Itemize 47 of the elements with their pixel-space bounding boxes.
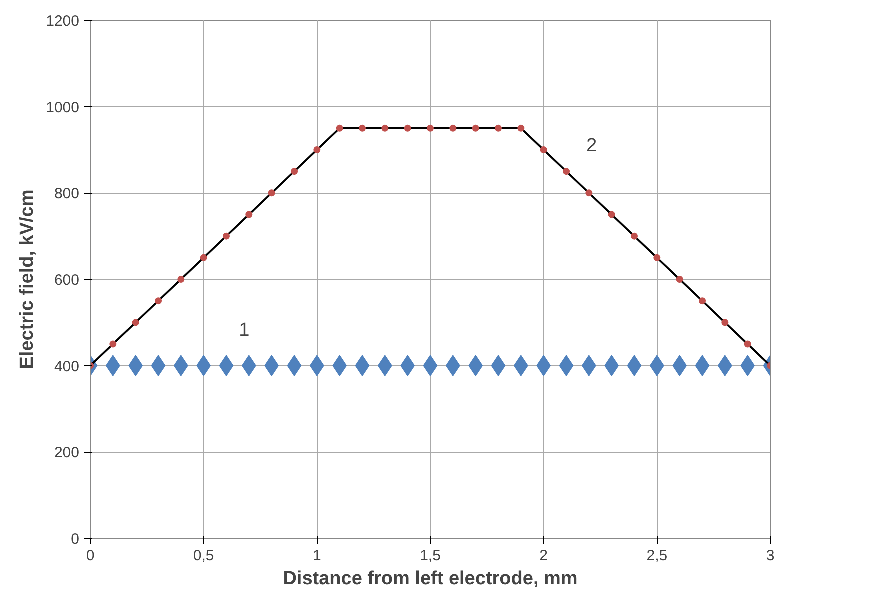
point bbox=[291, 168, 298, 176]
point bbox=[382, 124, 389, 132]
point bbox=[676, 276, 684, 283]
y-tick-label: 1000 bbox=[46, 99, 80, 116]
y-tick-label: 0 bbox=[71, 531, 80, 548]
y-tick-label: 200 bbox=[54, 444, 80, 462]
point bbox=[586, 190, 593, 197]
point bbox=[404, 124, 412, 132]
x-tick-label: 3 bbox=[766, 548, 775, 564]
x-tick-label: 2 bbox=[540, 548, 548, 564]
x-tick-label: 2,5 bbox=[646, 548, 668, 564]
y-tick-label: 800 bbox=[54, 186, 80, 203]
point bbox=[631, 232, 638, 240]
x-axis-title: Distance from left electrode, mm bbox=[283, 568, 578, 590]
point bbox=[472, 124, 480, 132]
y-axis-title: Electric field, kV/cm bbox=[17, 190, 38, 370]
point bbox=[722, 319, 729, 326]
point bbox=[155, 298, 162, 305]
point bbox=[336, 124, 344, 132]
point bbox=[314, 146, 321, 154]
x-tick-label: 1 bbox=[312, 548, 322, 564]
point bbox=[654, 254, 661, 262]
series-label: 1 bbox=[239, 320, 250, 341]
point bbox=[540, 146, 548, 154]
point bbox=[699, 298, 706, 305]
point bbox=[132, 319, 140, 326]
y-tick-label: 400 bbox=[54, 358, 80, 376]
x-tick-label: 0 bbox=[86, 548, 95, 564]
point bbox=[110, 340, 117, 348]
x-tick-label: 1,5 bbox=[420, 548, 441, 564]
point bbox=[495, 124, 502, 132]
point bbox=[223, 232, 230, 240]
x-tick-label: 0,5 bbox=[193, 548, 214, 564]
point bbox=[518, 124, 525, 132]
point bbox=[178, 276, 185, 283]
point bbox=[608, 211, 616, 218]
y-tick-label: 600 bbox=[54, 272, 80, 289]
point bbox=[450, 124, 457, 132]
point bbox=[744, 340, 752, 348]
point bbox=[268, 190, 276, 197]
point bbox=[563, 168, 570, 176]
y-tick-label: 1200 bbox=[46, 13, 80, 30]
point bbox=[427, 124, 434, 132]
point bbox=[200, 254, 208, 262]
point bbox=[359, 124, 366, 132]
point bbox=[246, 211, 253, 218]
series-label: 2 bbox=[586, 136, 598, 157]
